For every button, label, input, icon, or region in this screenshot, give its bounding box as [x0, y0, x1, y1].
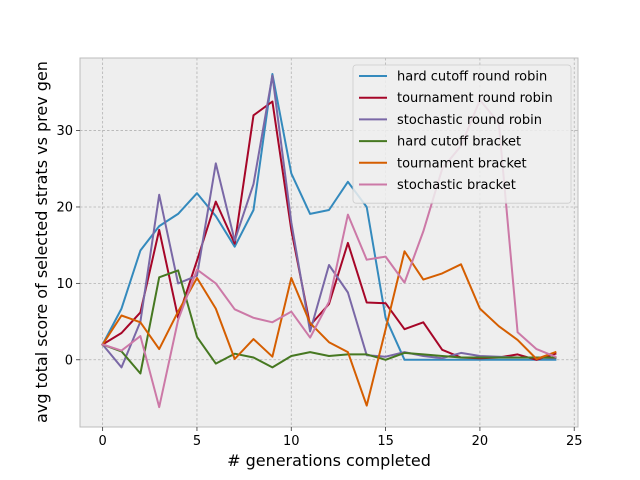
x-tick-label: 25 [566, 434, 583, 449]
x-tick-label: 15 [377, 434, 394, 449]
x-tick-label: 10 [283, 434, 300, 449]
legend-label: tournament bracket [397, 156, 527, 171]
grid-lines [80, 58, 578, 427]
y-axis-ticks: 0 10 20 30 [56, 124, 80, 368]
series-line [101, 269, 557, 375]
x-tick-label: 20 [472, 434, 489, 449]
legend-label: stochastic bracket [397, 178, 516, 193]
y-tick-label: 20 [56, 200, 73, 215]
legend-label: hard cutoff round robin [397, 70, 547, 85]
legend-label: hard cutoff bracket [397, 135, 521, 150]
x-axis-ticks: 0 5 10 15 20 25 [98, 427, 583, 449]
y-tick-label: 10 [56, 277, 73, 292]
series-lines [101, 73, 557, 409]
x-tick-label: 0 [98, 434, 106, 449]
series-line [101, 250, 557, 407]
y-axis-label: avg total score of selected strats vs pr… [32, 61, 51, 423]
series-line [101, 73, 557, 361]
x-tick-label: 5 [193, 434, 201, 449]
y-tick-label: 30 [56, 124, 73, 139]
legend-box [352, 64, 572, 204]
series-line [101, 74, 557, 369]
y-tick-label: 0 [65, 353, 73, 368]
legend-label: stochastic round robin [397, 113, 542, 128]
legend-label: tournament round robin [397, 91, 553, 106]
legend: hard cutoff round robin tournament round … [352, 64, 572, 204]
plot-border [79, 57, 579, 428]
x-axis-label: # generations completed [227, 451, 431, 470]
